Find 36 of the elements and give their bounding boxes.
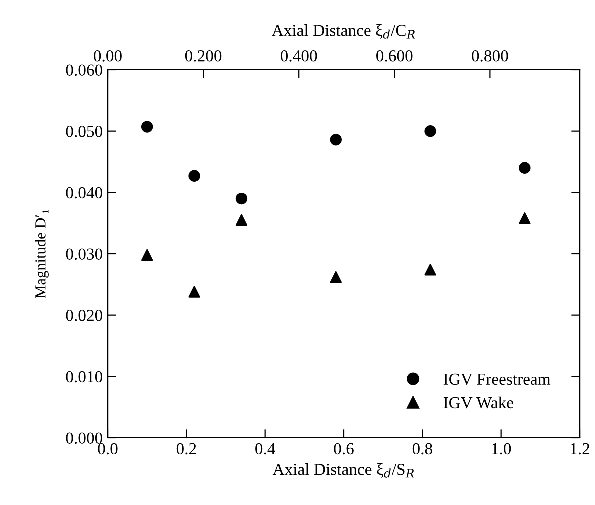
point bbox=[519, 162, 531, 174]
legend-label: IGV Wake bbox=[444, 396, 514, 409]
point bbox=[330, 134, 342, 146]
x2-tick-label: 0.00 bbox=[94, 50, 122, 62]
point bbox=[188, 286, 200, 298]
y-tick-label: 0.010 bbox=[66, 371, 103, 383]
point bbox=[236, 192, 248, 205]
y-tick-label: 0.040 bbox=[66, 187, 103, 199]
point bbox=[141, 121, 154, 133]
x-tick-label: 0.2 bbox=[176, 443, 196, 455]
x-tick-label: 1.2 bbox=[571, 443, 590, 455]
x-axis-title: Axial Distance ξ$_{d}$/S$_{R}$ bbox=[272, 463, 414, 478]
point bbox=[424, 125, 436, 138]
point bbox=[330, 271, 342, 284]
point bbox=[188, 170, 200, 182]
x-tick-label: 0.4 bbox=[256, 443, 276, 455]
point bbox=[236, 214, 248, 226]
x2-tick-label: 0.800 bbox=[472, 50, 508, 62]
y-tick-label: 0.060 bbox=[66, 64, 103, 76]
y-tick-label: 0.020 bbox=[66, 310, 103, 322]
point bbox=[424, 264, 436, 276]
point bbox=[141, 249, 154, 262]
x-tick-label: 0.6 bbox=[334, 443, 354, 455]
x2-axis-title: Axial Distance ξ$_{d}$/C$_{R}$ bbox=[272, 24, 416, 40]
y-axis-title: Magnitude D′₁ bbox=[35, 210, 49, 298]
y-tick-label: 0.050 bbox=[66, 126, 103, 138]
legend-label: IGV Freestream bbox=[444, 374, 551, 386]
x-tick-label: 0.8 bbox=[412, 443, 432, 455]
x2-tick-label: 0.400 bbox=[280, 50, 318, 62]
y-tick-label: 0.030 bbox=[66, 248, 103, 260]
x2-tick-label: 0.600 bbox=[376, 50, 413, 62]
x-tick-label: 1.0 bbox=[492, 443, 512, 455]
point bbox=[519, 212, 531, 224]
y-tick-label: 0.000 bbox=[66, 432, 103, 444]
x2-tick-label: 0.200 bbox=[185, 50, 222, 62]
x-tick-label: 0.0 bbox=[98, 443, 118, 455]
